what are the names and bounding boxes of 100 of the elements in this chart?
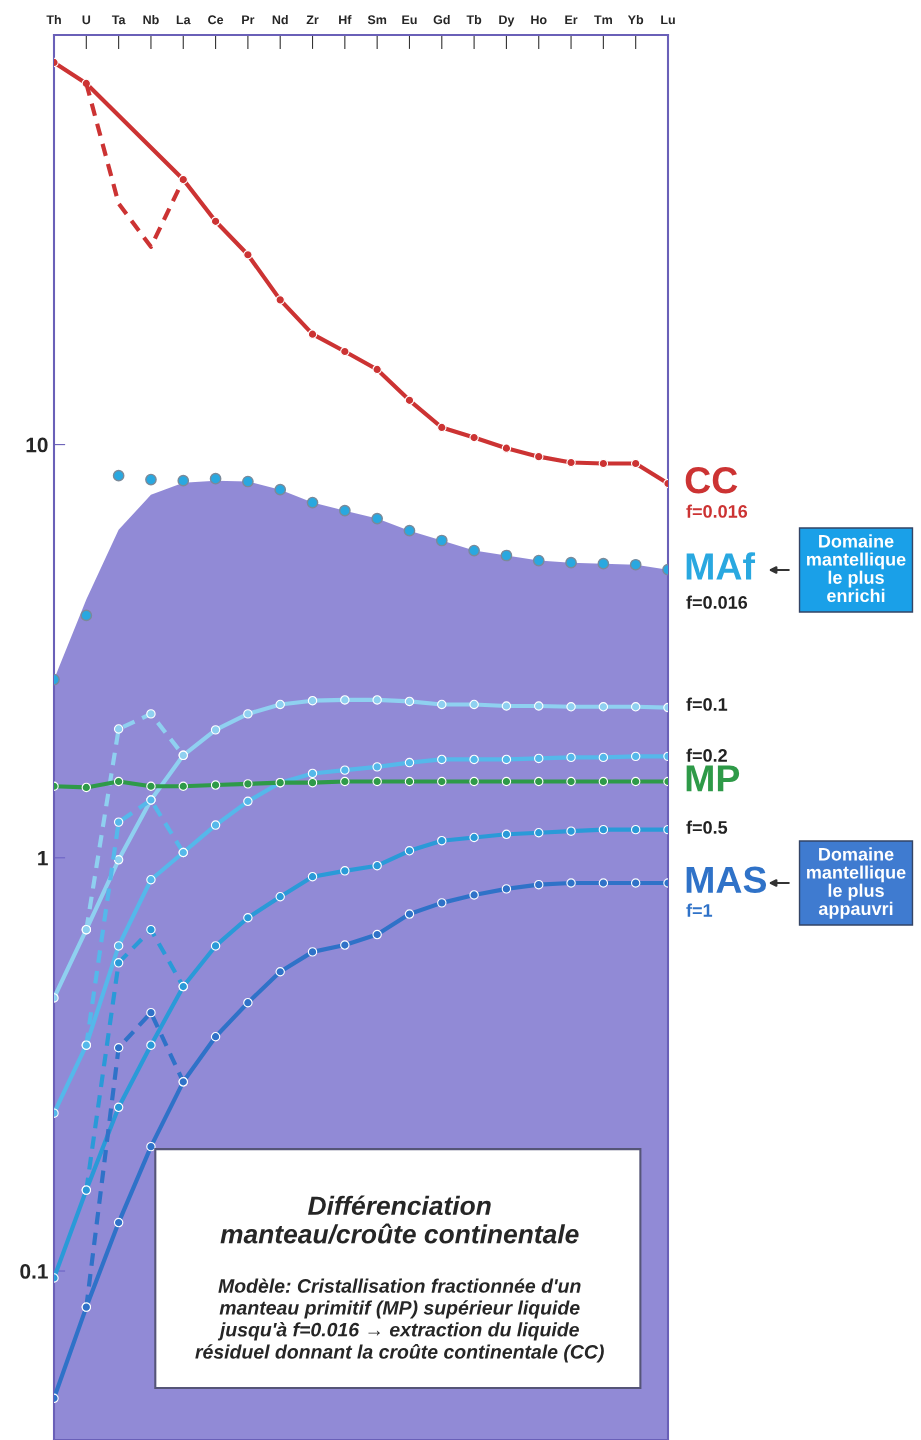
x-tick-label: Sm (367, 15, 387, 25)
point (146, 709, 156, 719)
point (630, 458, 641, 469)
series-label: MP (686, 765, 740, 792)
x-tick-label: Eu (402, 15, 417, 25)
text: f=0.2 (686, 748, 727, 762)
point (307, 947, 318, 957)
x-tick-label: Ho (531, 15, 547, 25)
point (469, 890, 479, 900)
point (243, 796, 253, 807)
y-tick-label: 10 (26, 437, 48, 453)
point (307, 768, 318, 779)
point (210, 725, 221, 735)
point (501, 884, 512, 894)
point (404, 909, 415, 919)
point (275, 295, 285, 305)
point (307, 695, 318, 706)
point (534, 828, 544, 838)
point (210, 941, 221, 951)
point (209, 472, 222, 485)
point (146, 1040, 156, 1050)
point (112, 469, 125, 482)
point (338, 504, 351, 517)
point (306, 496, 319, 509)
point (178, 750, 188, 761)
point (372, 929, 382, 940)
x-tick-label: Nb (143, 15, 159, 25)
point (566, 702, 576, 712)
text: f=0.016 (686, 595, 748, 609)
x-tick-label: Gd (433, 15, 450, 25)
point (113, 958, 124, 968)
point (113, 724, 124, 734)
point (372, 762, 382, 772)
point (371, 512, 384, 525)
point (178, 981, 188, 992)
x-tick-label: Ce (208, 15, 224, 25)
point (145, 473, 157, 486)
point (113, 941, 124, 951)
x-tick-label: Hf (339, 15, 352, 25)
point (437, 699, 447, 710)
point (437, 898, 447, 908)
point (534, 753, 544, 764)
point (340, 866, 350, 876)
point (501, 443, 512, 453)
x-tick-label: Zr (306, 15, 319, 25)
point (598, 878, 609, 888)
point (566, 826, 576, 836)
x-tick-label: Ta (111, 15, 126, 25)
point (243, 709, 253, 719)
point (469, 832, 479, 843)
point (501, 776, 512, 787)
point (404, 757, 415, 768)
point (630, 776, 641, 787)
point (243, 997, 253, 1008)
point (275, 699, 285, 710)
point (340, 765, 350, 775)
text: f=0.5 (686, 820, 728, 834)
text: Domaine mantellique le plus enrichi (807, 534, 906, 603)
point (146, 875, 156, 885)
point (598, 458, 609, 469)
point (598, 752, 609, 763)
point (146, 1141, 156, 1152)
point (146, 924, 156, 935)
point (468, 544, 480, 557)
point (597, 557, 610, 570)
point (243, 250, 253, 260)
x-tick-label: Tb (466, 15, 482, 25)
point (113, 1102, 124, 1113)
text: Différenciation manteau/croûte continentale (220, 1195, 579, 1244)
text: f=0.1 (686, 697, 728, 711)
point (566, 752, 576, 763)
x-tick-label: Pr (242, 15, 255, 25)
point (629, 558, 642, 571)
point (404, 696, 415, 707)
point (178, 1077, 188, 1087)
x-tick-label: Lu (661, 15, 675, 25)
point (566, 878, 576, 888)
point (178, 781, 188, 791)
point (404, 395, 415, 406)
text: Modèle: Cristallisation fractionnée d'un manteau primitif (MP) supérieur liquide jusqu'à f=0.016 → extraction du liquide résiduel donnant la croûte continentale (CC) (195, 1278, 604, 1363)
point (469, 776, 479, 787)
point (307, 777, 318, 788)
x-tick-label: Dy (499, 15, 515, 27)
point (307, 871, 318, 882)
point (565, 556, 577, 569)
point (534, 701, 544, 711)
x-tick-label: La (176, 15, 191, 25)
point (437, 422, 447, 433)
point (178, 847, 188, 858)
point (146, 1007, 156, 1018)
x-tick-label: U (82, 15, 91, 25)
point (113, 776, 124, 787)
point (403, 524, 416, 537)
point (113, 1217, 124, 1228)
point (340, 940, 350, 950)
point (598, 702, 609, 712)
point (630, 702, 641, 712)
point (532, 554, 545, 567)
point (566, 776, 576, 787)
point (437, 754, 447, 765)
